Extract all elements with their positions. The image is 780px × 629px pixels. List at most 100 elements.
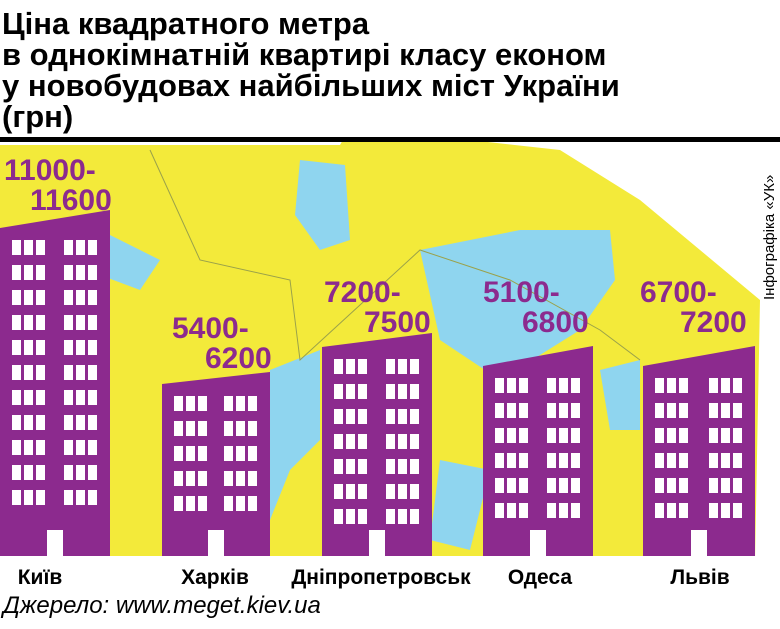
window	[410, 509, 419, 524]
window	[398, 459, 407, 474]
window	[571, 503, 580, 518]
header-band	[0, 0, 780, 140]
window	[346, 509, 355, 524]
window	[358, 434, 367, 449]
window	[24, 265, 33, 280]
window	[386, 509, 395, 524]
window	[679, 378, 688, 393]
window	[559, 478, 568, 493]
window	[174, 496, 183, 511]
map-region	[430, 460, 490, 550]
window	[12, 315, 21, 330]
window	[334, 509, 343, 524]
window	[88, 315, 97, 330]
window	[36, 415, 45, 430]
map-region	[295, 160, 350, 250]
window	[76, 390, 85, 405]
window	[64, 265, 73, 280]
window	[236, 471, 245, 486]
window	[198, 471, 207, 486]
window	[36, 240, 45, 255]
window	[495, 503, 504, 518]
window	[76, 365, 85, 380]
window	[709, 378, 718, 393]
window	[88, 290, 97, 305]
price-label: 6200	[205, 342, 272, 375]
footer-band	[0, 556, 780, 624]
window	[88, 490, 97, 505]
window	[174, 421, 183, 436]
window	[186, 396, 195, 411]
window	[64, 290, 73, 305]
window	[198, 496, 207, 511]
header-rule	[0, 137, 780, 142]
window	[721, 503, 730, 518]
city-name: Київ	[18, 566, 63, 589]
price-label: 5100-	[483, 276, 560, 309]
window	[236, 446, 245, 461]
city-name: Дніпропетровськ	[291, 566, 471, 589]
window	[386, 384, 395, 399]
window	[709, 453, 718, 468]
window	[346, 384, 355, 399]
window	[12, 390, 21, 405]
window	[24, 340, 33, 355]
window	[174, 396, 183, 411]
window	[236, 396, 245, 411]
window	[667, 453, 676, 468]
window	[64, 415, 73, 430]
window	[386, 459, 395, 474]
window	[398, 509, 407, 524]
window	[721, 403, 730, 418]
window	[398, 409, 407, 424]
window	[547, 378, 556, 393]
window	[12, 415, 21, 430]
window	[679, 453, 688, 468]
window	[64, 240, 73, 255]
window	[547, 478, 556, 493]
window	[248, 471, 257, 486]
window	[12, 340, 21, 355]
city-name: Харків	[181, 566, 249, 589]
window	[495, 478, 504, 493]
window	[358, 359, 367, 374]
window	[410, 459, 419, 474]
window	[559, 378, 568, 393]
window	[667, 403, 676, 418]
door	[369, 530, 385, 556]
window	[224, 446, 233, 461]
window	[24, 490, 33, 505]
building	[643, 346, 755, 556]
window	[358, 409, 367, 424]
window	[64, 315, 73, 330]
window	[507, 378, 516, 393]
window	[248, 496, 257, 511]
window	[64, 340, 73, 355]
window	[334, 359, 343, 374]
window	[36, 440, 45, 455]
window	[679, 478, 688, 493]
price-label: 11600	[30, 184, 112, 217]
building	[483, 346, 593, 556]
window	[334, 384, 343, 399]
window	[198, 396, 207, 411]
window	[236, 421, 245, 436]
window	[186, 446, 195, 461]
price-label: 7200-	[324, 276, 401, 309]
window	[571, 478, 580, 493]
window	[12, 290, 21, 305]
window	[410, 359, 419, 374]
window	[88, 365, 97, 380]
window	[224, 496, 233, 511]
door	[530, 530, 546, 556]
window	[24, 415, 33, 430]
window	[386, 484, 395, 499]
window	[186, 496, 195, 511]
window	[12, 265, 21, 280]
window	[76, 265, 85, 280]
window	[358, 459, 367, 474]
window	[24, 315, 33, 330]
window	[198, 446, 207, 461]
window	[733, 403, 742, 418]
